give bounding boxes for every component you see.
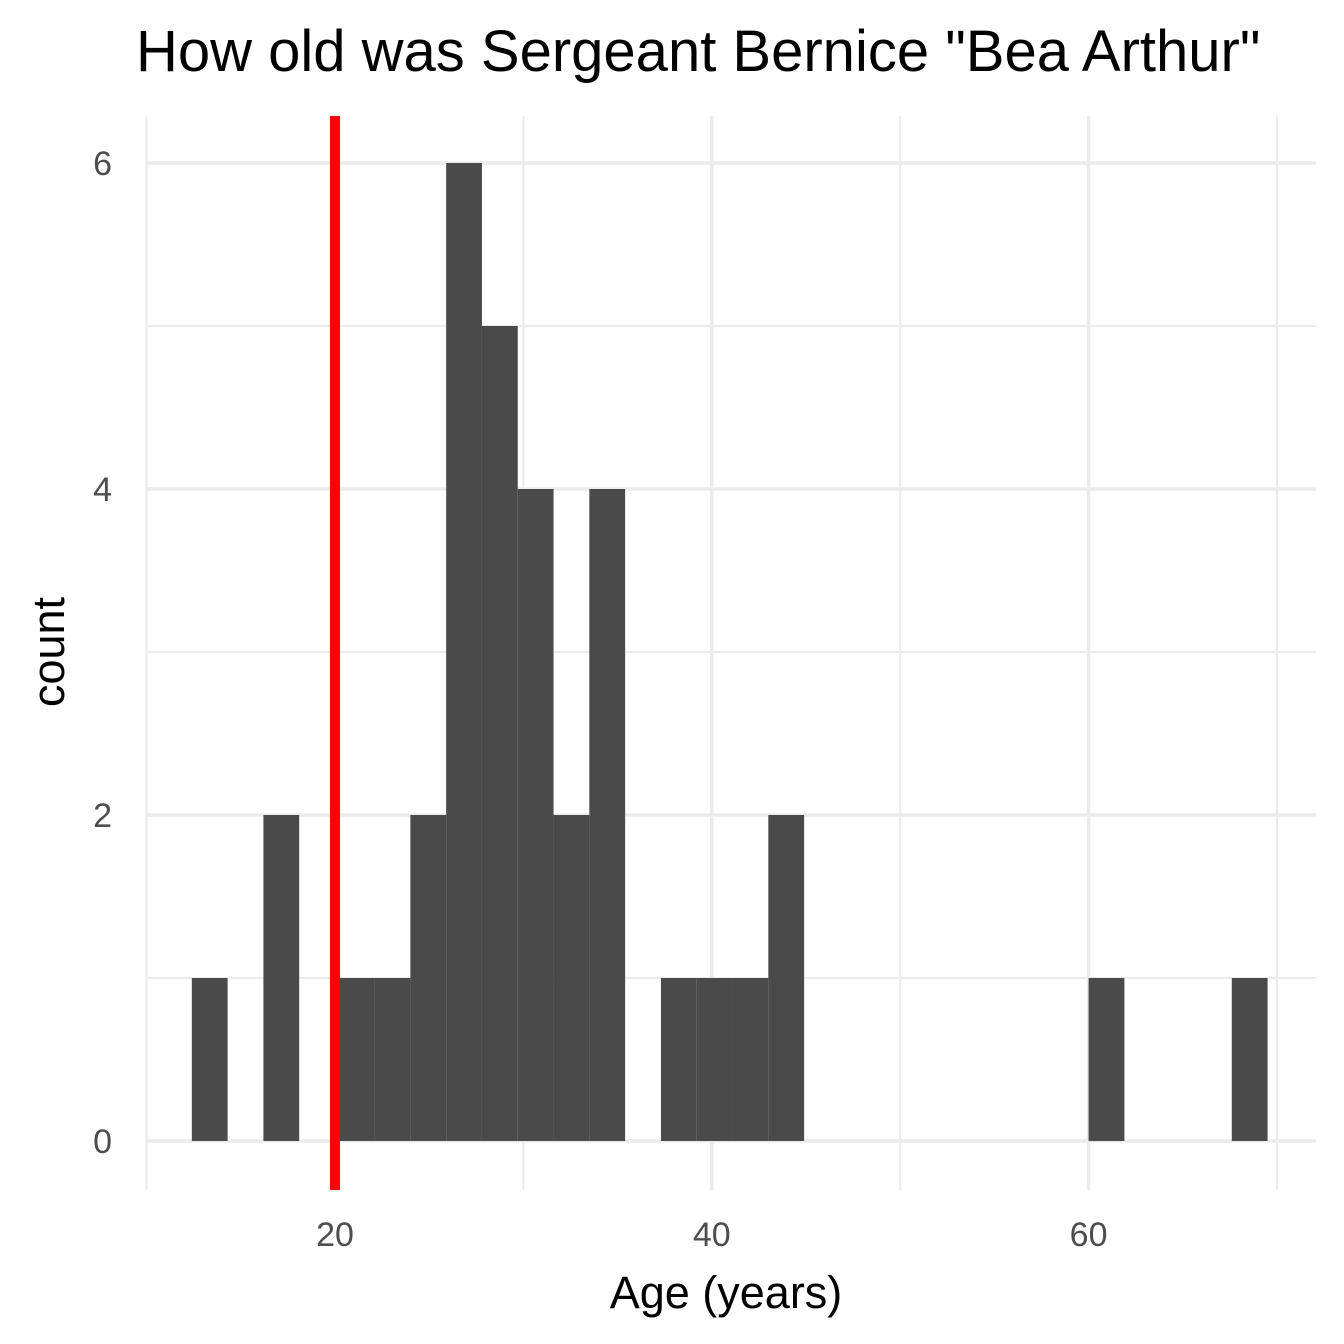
histogram-bar [517,489,554,1141]
histogram-bar [696,978,733,1141]
histogram-bar [263,815,300,1141]
histogram-bar [732,978,769,1141]
y-tick-label: 6 [93,145,112,183]
histogram-bars [191,163,1268,1141]
histogram-bar [374,978,411,1141]
y-axis-title: count [23,596,74,707]
histogram-bar [410,815,447,1141]
y-tick-label: 4 [93,471,112,509]
chart-title: How old was Sergeant Bernice "Bea Arthur… [136,19,1261,84]
x-tick-label: 40 [693,1216,731,1254]
histogram-bar [191,978,228,1141]
y-tick-label: 2 [93,797,112,835]
histogram-bar [768,815,805,1141]
histogram-bar [1231,978,1268,1141]
x-axis-ticks: 20 40 60 [316,1216,1107,1254]
histogram-bar [553,815,590,1141]
y-tick-label: 0 [93,1123,112,1161]
x-tick-label: 60 [1070,1216,1108,1254]
histogram-bar [589,489,626,1141]
x-axis-title: Age (years) [610,1267,843,1318]
histogram-bar [481,326,518,1141]
histogram-bar [446,163,482,1141]
histogram-bar [338,978,375,1141]
histogram-bar [1088,978,1125,1141]
histogram-bar [660,978,697,1141]
x-tick-label: 20 [316,1216,354,1254]
y-axis-ticks: 0 2 4 6 [93,145,112,1161]
